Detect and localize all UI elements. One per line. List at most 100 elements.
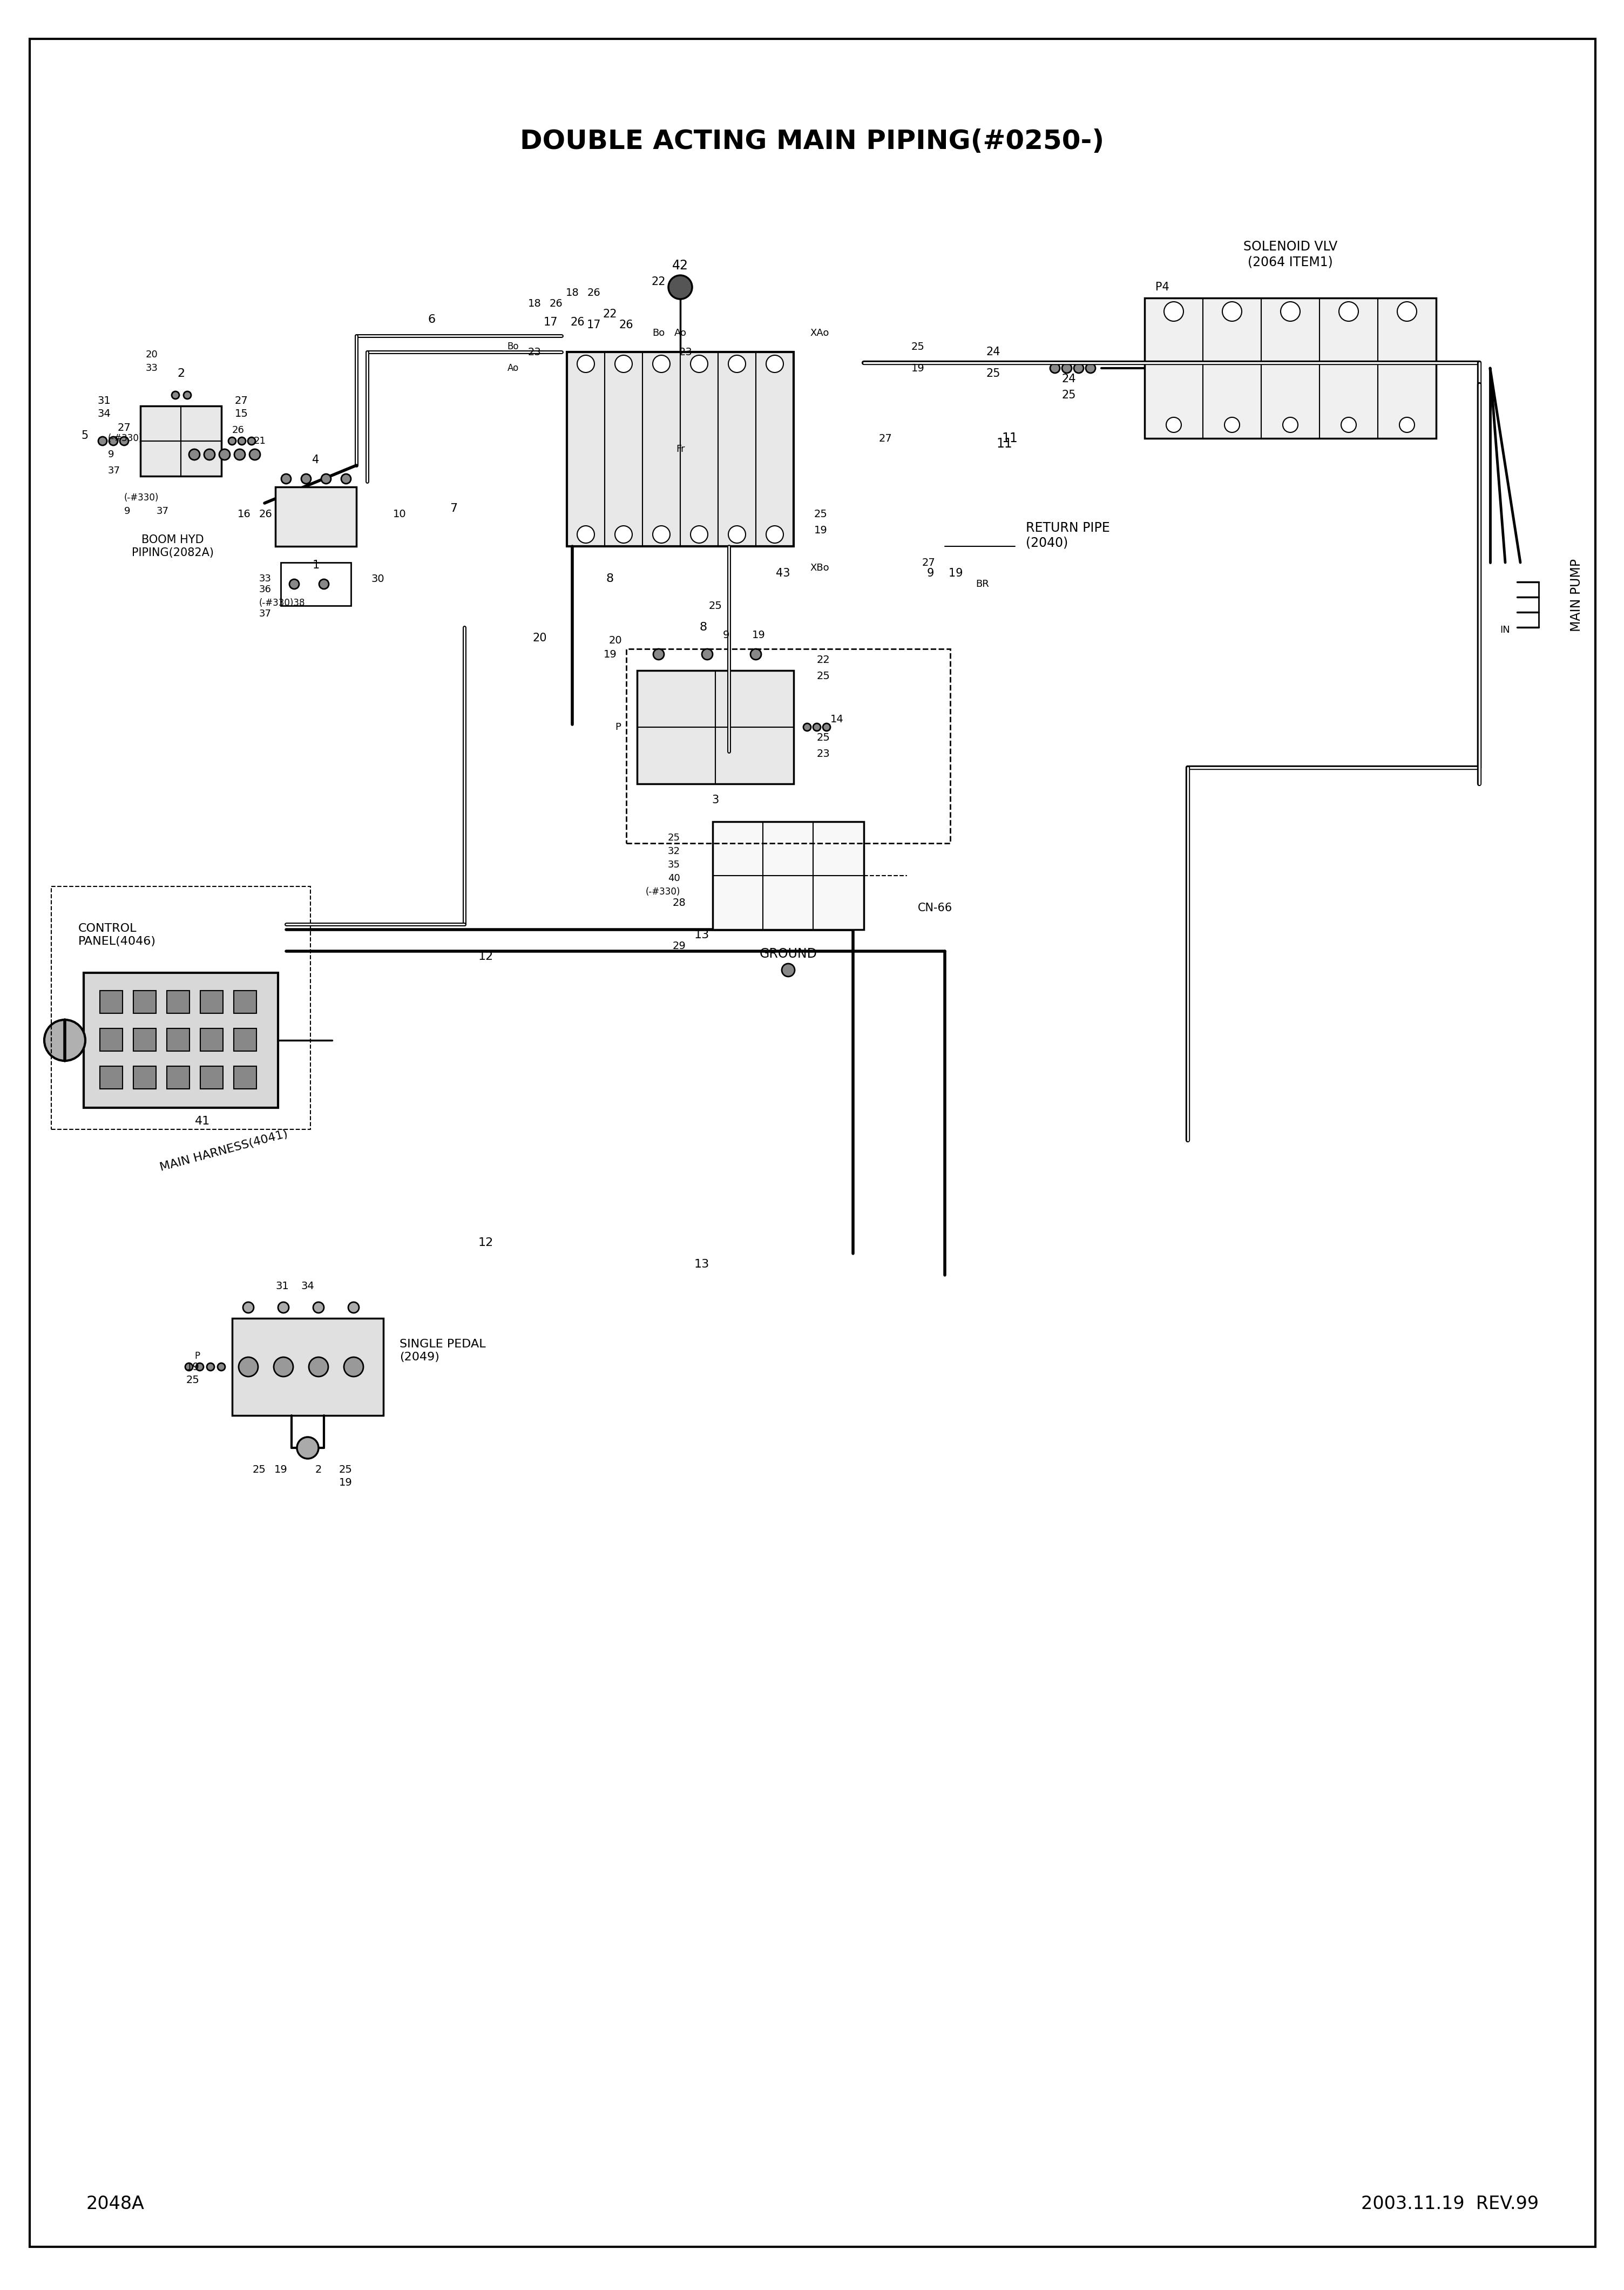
Text: 8: 8 — [606, 572, 614, 584]
Text: 15: 15 — [235, 410, 248, 419]
Text: 34: 34 — [97, 410, 110, 419]
Text: 41: 41 — [195, 1115, 209, 1127]
Text: 37: 37 — [107, 465, 120, 476]
Circle shape — [248, 437, 255, 444]
Text: 26: 26 — [549, 298, 564, 309]
Text: 34: 34 — [300, 1280, 315, 1292]
Text: P: P — [615, 721, 620, 733]
Text: 24: 24 — [1062, 373, 1077, 385]
Bar — [567, 353, 794, 547]
Bar — [101, 1028, 122, 1051]
Circle shape — [814, 724, 820, 731]
Text: BR: BR — [976, 579, 989, 589]
Text: 33: 33 — [260, 575, 271, 584]
Text: 20: 20 — [146, 350, 158, 360]
Text: DOUBLE ACTING MAIN PIPING(#0250-): DOUBLE ACTING MAIN PIPING(#0250-) — [520, 128, 1104, 153]
Circle shape — [781, 964, 794, 976]
Text: 25: 25 — [252, 1463, 266, 1475]
Text: 40: 40 — [667, 872, 680, 884]
Bar — [627, 648, 950, 843]
Circle shape — [1224, 417, 1239, 433]
Circle shape — [690, 527, 708, 543]
Text: 29: 29 — [672, 941, 685, 950]
Text: 19: 19 — [339, 1477, 352, 1488]
Text: 32: 32 — [667, 847, 680, 856]
Text: 1: 1 — [312, 559, 320, 570]
Circle shape — [297, 1438, 318, 1459]
Text: MAIN HARNESS(4041): MAIN HARNESS(4041) — [159, 1129, 289, 1172]
Text: CN-66: CN-66 — [918, 902, 953, 914]
Circle shape — [728, 355, 745, 373]
Text: 42: 42 — [672, 259, 689, 273]
Text: 19: 19 — [911, 364, 924, 373]
Text: 16: 16 — [237, 508, 252, 520]
Text: 25: 25 — [708, 600, 723, 611]
Text: 28: 28 — [672, 898, 685, 907]
Text: 12: 12 — [479, 1237, 494, 1248]
Text: Bo: Bo — [507, 341, 518, 350]
Text: 10: 10 — [393, 508, 406, 520]
Circle shape — [1283, 417, 1298, 433]
Circle shape — [1086, 364, 1096, 373]
Text: 26: 26 — [232, 426, 245, 435]
Text: 22: 22 — [817, 655, 830, 664]
Text: 22: 22 — [651, 277, 666, 286]
Circle shape — [309, 1358, 328, 1376]
Text: 7: 7 — [450, 504, 458, 513]
Circle shape — [109, 437, 117, 444]
Bar — [52, 886, 310, 1129]
Text: RETURN PIPE
(2040): RETURN PIPE (2040) — [1026, 522, 1109, 550]
Text: 27: 27 — [235, 396, 248, 405]
Circle shape — [577, 527, 594, 543]
Bar — [101, 1067, 122, 1088]
Text: 43: 43 — [776, 568, 789, 579]
Text: MAIN PUMP: MAIN PUMP — [1570, 559, 1583, 632]
Circle shape — [1281, 302, 1301, 321]
Text: XAo: XAo — [810, 327, 828, 339]
Text: 25: 25 — [1062, 389, 1077, 401]
Text: 37: 37 — [156, 506, 169, 515]
Circle shape — [322, 474, 331, 483]
Text: 26: 26 — [570, 316, 585, 327]
Circle shape — [219, 449, 231, 460]
Text: 12: 12 — [479, 950, 494, 962]
Text: 35: 35 — [667, 861, 680, 870]
Text: 24: 24 — [986, 346, 1000, 357]
Bar — [167, 1067, 190, 1088]
Circle shape — [804, 724, 810, 731]
Text: 8: 8 — [700, 623, 708, 632]
Circle shape — [341, 474, 351, 483]
Circle shape — [1400, 417, 1415, 433]
Text: 23: 23 — [679, 346, 692, 357]
Circle shape — [615, 527, 632, 543]
Circle shape — [702, 648, 713, 660]
Circle shape — [250, 449, 260, 460]
Circle shape — [244, 1303, 253, 1312]
Text: Ao: Ao — [507, 364, 518, 373]
Text: 30: 30 — [372, 572, 385, 584]
Text: 11: 11 — [1002, 433, 1018, 444]
Text: 37: 37 — [260, 609, 271, 618]
Bar — [1145, 298, 1436, 437]
Bar — [713, 822, 864, 930]
Circle shape — [1397, 302, 1416, 321]
Text: 25: 25 — [817, 733, 830, 742]
Text: 2048A: 2048A — [86, 2194, 145, 2212]
Text: 23: 23 — [528, 346, 541, 357]
Bar — [200, 1067, 222, 1088]
Text: 21: 21 — [253, 435, 266, 447]
Circle shape — [348, 1303, 359, 1312]
Text: 25: 25 — [817, 671, 830, 680]
Text: SINGLE PEDAL
(2049): SINGLE PEDAL (2049) — [400, 1340, 486, 1363]
Bar — [101, 992, 122, 1012]
Text: IN: IN — [1501, 625, 1510, 634]
Circle shape — [690, 355, 708, 373]
Text: 17: 17 — [544, 316, 559, 327]
Bar — [637, 671, 794, 783]
Bar — [84, 973, 278, 1108]
Circle shape — [206, 1363, 214, 1372]
Text: 11: 11 — [996, 437, 1012, 451]
Text: GROUND: GROUND — [760, 948, 817, 960]
Text: 26: 26 — [588, 289, 601, 298]
Text: 14: 14 — [830, 714, 843, 724]
